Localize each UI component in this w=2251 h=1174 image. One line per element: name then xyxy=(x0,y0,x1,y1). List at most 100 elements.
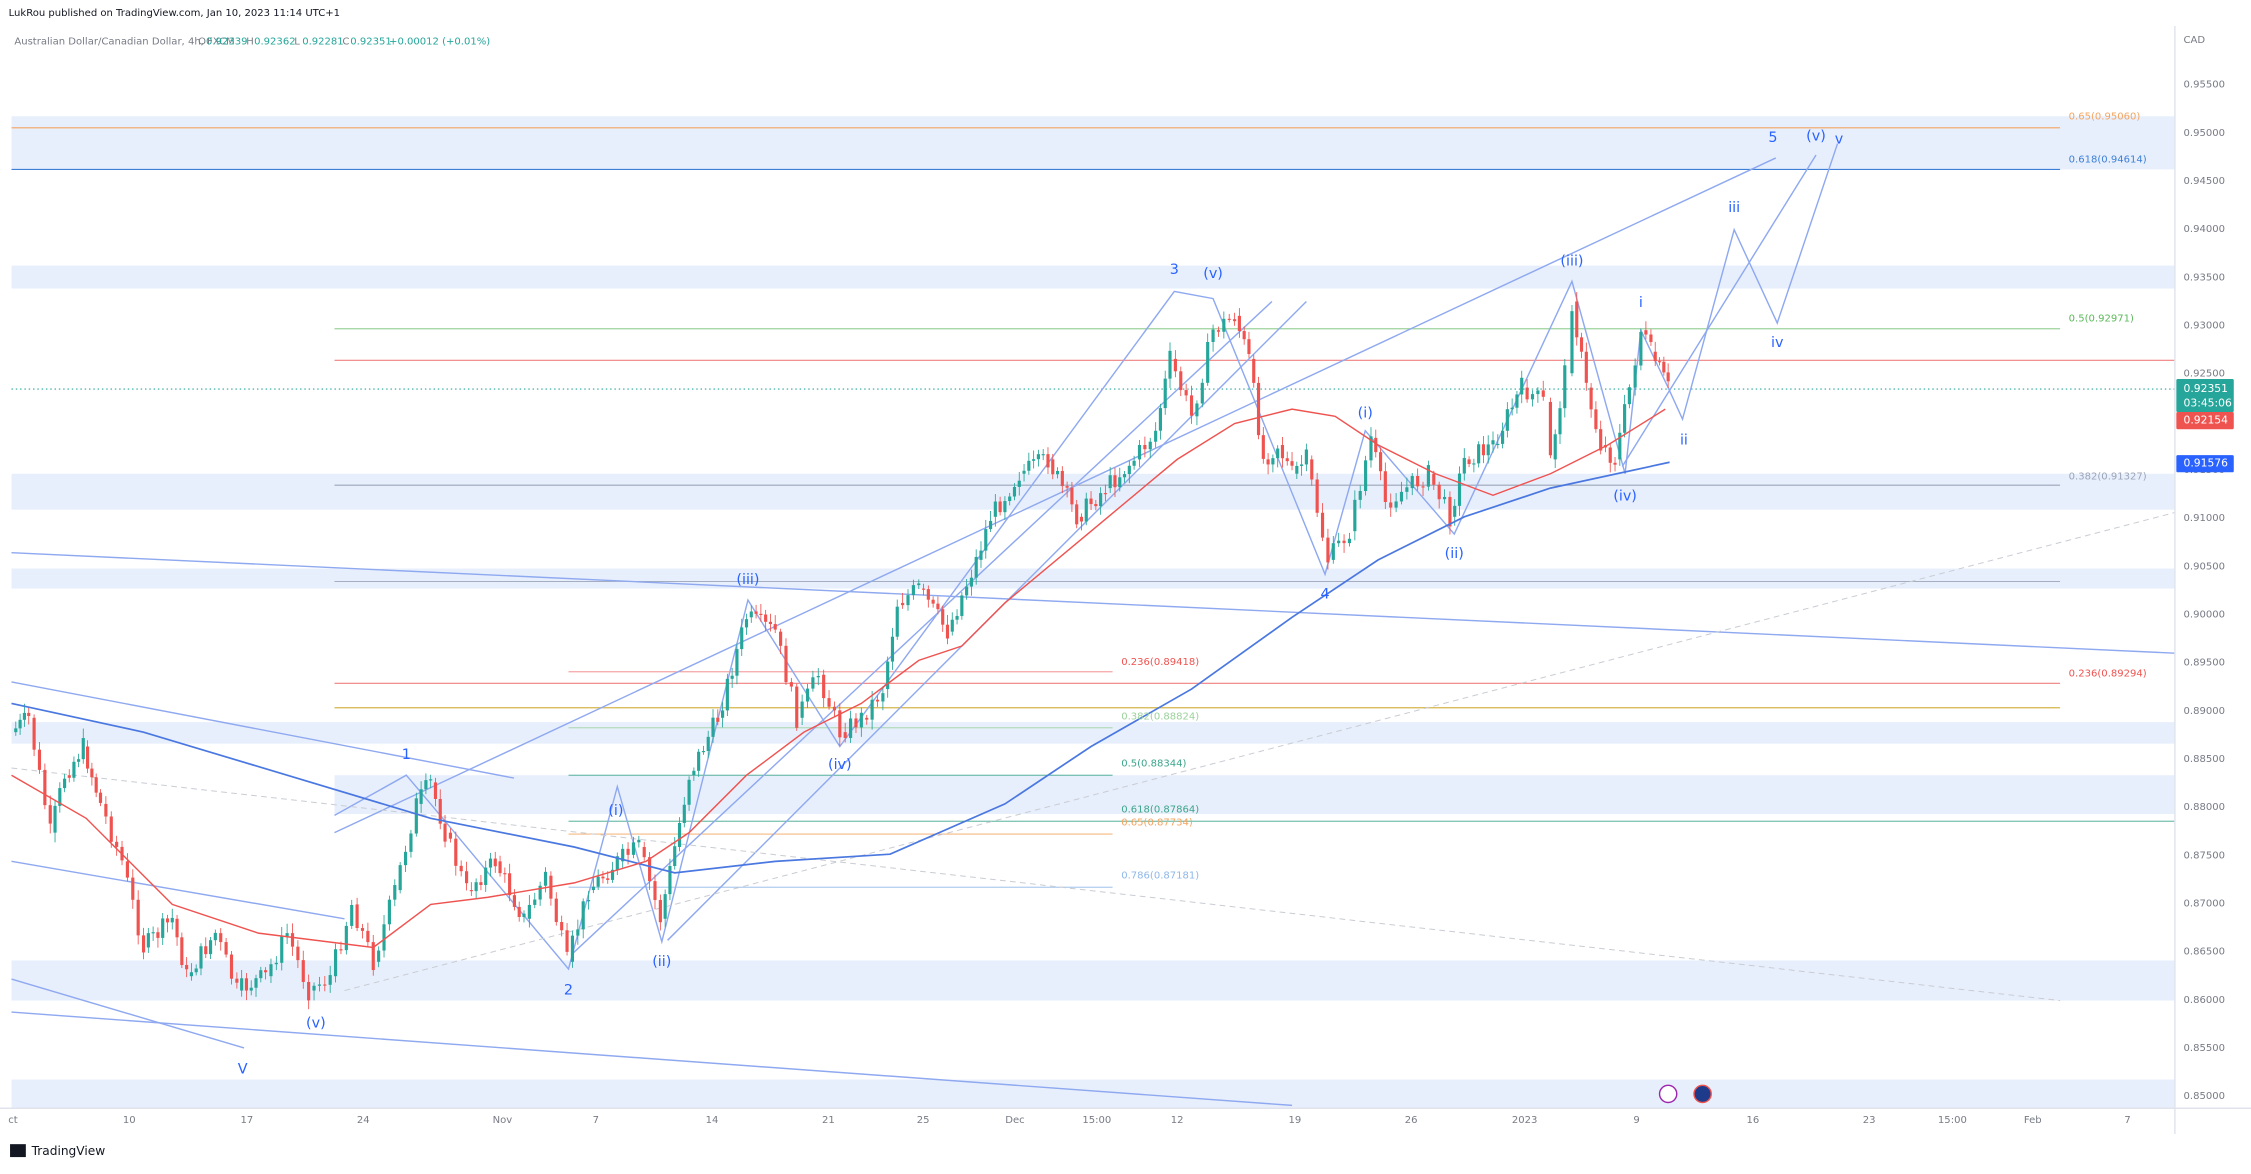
wave-label: (i) xyxy=(608,803,623,819)
candle-body xyxy=(1055,470,1060,475)
event-icon[interactable] xyxy=(1658,1084,1678,1104)
candle-body xyxy=(1089,498,1093,505)
candle-body xyxy=(587,900,591,902)
candle-body xyxy=(800,701,804,718)
candle-body xyxy=(1060,470,1064,487)
price-label: 0.89000 xyxy=(2184,706,2225,717)
candle-body xyxy=(522,913,526,918)
price-label: 0.93500 xyxy=(2184,272,2225,283)
candle-body xyxy=(290,933,295,947)
time-label: 25 xyxy=(917,1115,930,1126)
candle-body xyxy=(151,932,155,934)
candle-body xyxy=(1432,473,1436,485)
candle-body xyxy=(479,882,483,885)
candle-body xyxy=(280,936,284,963)
candle-body xyxy=(1041,454,1045,456)
wave-label: 1 xyxy=(402,747,411,763)
wave-label: 2 xyxy=(564,983,573,999)
candle-body xyxy=(827,698,831,707)
price-label: 0.86000 xyxy=(2184,995,2225,1006)
candle-body xyxy=(1216,330,1221,332)
brand-logo xyxy=(10,1144,26,1158)
candle-body xyxy=(403,851,408,866)
candle-body xyxy=(517,906,521,918)
candle-body xyxy=(199,946,203,969)
price-label: 0.89500 xyxy=(2184,658,2225,669)
wave-label: 5 xyxy=(1768,130,1777,146)
candle-body xyxy=(1290,461,1294,466)
candle-body xyxy=(1127,465,1131,475)
candle-body xyxy=(795,686,799,728)
candle-body xyxy=(637,839,641,843)
time-label: 24 xyxy=(357,1115,370,1126)
candle-body xyxy=(773,624,777,630)
candle-body xyxy=(1070,487,1074,505)
candle-body xyxy=(1584,351,1588,383)
candle-body xyxy=(1143,444,1147,450)
wave-label: (iv) xyxy=(828,757,852,773)
fib-label: 0.236(0.89418) xyxy=(1121,657,1199,668)
candle-body xyxy=(768,621,773,625)
candle-body xyxy=(1467,459,1471,465)
candle-body xyxy=(740,627,744,650)
candle-body xyxy=(115,841,119,847)
candle-body xyxy=(1261,435,1265,459)
candle-body xyxy=(631,842,636,855)
candle-body xyxy=(917,583,921,586)
candle-body xyxy=(606,878,610,880)
candle-body xyxy=(1599,429,1603,451)
candle-body xyxy=(950,619,954,632)
fib-label: 0.618(0.87864) xyxy=(1121,805,1199,816)
candle-body xyxy=(969,577,973,587)
ohlc-key: O xyxy=(198,37,206,48)
candle-body xyxy=(1453,505,1457,517)
candle-body xyxy=(865,717,869,720)
candle-body xyxy=(1331,543,1335,560)
candle-body xyxy=(235,978,239,983)
candle-body xyxy=(249,987,253,991)
candle-body xyxy=(1310,459,1314,480)
time-label: 16 xyxy=(1746,1115,1759,1126)
candle-body xyxy=(328,975,332,985)
candle-body xyxy=(454,838,458,866)
candle-body xyxy=(377,950,381,962)
ohlc-value: 0.92362 xyxy=(254,37,295,48)
candle-body xyxy=(730,675,734,679)
candle-body xyxy=(1280,445,1285,459)
trend-lines-item xyxy=(570,300,1273,956)
candle-body xyxy=(43,769,47,806)
candle-body xyxy=(77,759,81,762)
price-label: 0.87000 xyxy=(2184,898,2225,909)
zones-item xyxy=(11,722,2175,744)
time-label: Nov xyxy=(493,1115,513,1126)
top-bar xyxy=(0,0,2251,26)
candle-body xyxy=(1295,465,1299,474)
candle-body xyxy=(131,877,135,900)
candle-body xyxy=(301,960,305,982)
candle-body xyxy=(141,935,146,953)
candle-body xyxy=(596,876,600,887)
candle-body xyxy=(1649,334,1653,343)
candle-body xyxy=(503,873,507,875)
candle-body xyxy=(22,712,26,720)
candle-body xyxy=(32,717,36,750)
candle-body xyxy=(1525,387,1529,400)
candle-body xyxy=(1233,319,1237,322)
wave-label: iii xyxy=(1728,200,1740,216)
ohlc-value: 0.92339 xyxy=(206,37,247,48)
candle-body xyxy=(498,861,502,874)
candle-body xyxy=(1608,447,1612,463)
flag-icon[interactable] xyxy=(1693,1084,1712,1104)
candle-body xyxy=(941,609,945,625)
candle-body xyxy=(194,968,198,973)
candle-body xyxy=(711,717,715,737)
candle-body xyxy=(1189,395,1194,416)
time-label: 21 xyxy=(822,1115,835,1126)
candle-body xyxy=(570,935,575,962)
candle-body xyxy=(104,803,108,817)
fib-label: 0.65(0.95060) xyxy=(2069,111,2141,122)
candle-body xyxy=(1158,408,1163,431)
candle-body xyxy=(642,846,646,858)
wave-label: i xyxy=(1639,295,1643,311)
